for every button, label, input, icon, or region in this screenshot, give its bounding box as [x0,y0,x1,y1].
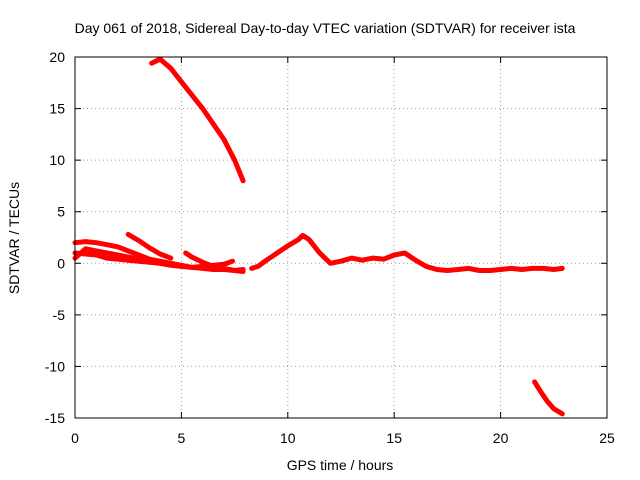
grid-lines [75,57,607,418]
y-axis-label: SDTVAR / TECUs [6,182,22,294]
y-tick-label: 0 [57,255,65,271]
plot-frame [74,56,608,419]
x-tick-label: 5 [178,430,186,446]
x-tick-label: 25 [599,430,615,446]
series-trace-low [532,379,565,417]
y-tick-label: -10 [45,358,65,374]
y-tick-label: 10 [49,152,65,168]
x-axis-label: GPS time / hours [287,457,394,473]
y-tick-label: -15 [45,410,65,426]
x-tick-label: 0 [71,430,79,446]
series-trace-high [149,56,246,184]
x-tick-label: 20 [493,430,509,446]
series-trace-early-d [125,231,174,261]
data-series [72,56,565,417]
series-trace-early-c [72,246,169,267]
x-tick-label: 10 [280,430,296,446]
axis-ticks: 0 5 10 15 20 25 -15 -10 -5 0 5 10 15 20 [45,49,615,446]
chart-title: Day 061 of 2018, Sidereal Day-to-day VTE… [75,20,576,36]
x-tick-label: 15 [386,430,402,446]
series-trace-early-e [183,250,246,274]
series-trace-main [249,232,565,273]
y-tick-label: 5 [57,204,65,220]
y-tick-label: 15 [49,101,65,117]
y-tick-label: 20 [49,49,65,65]
y-tick-label: -5 [53,307,66,323]
